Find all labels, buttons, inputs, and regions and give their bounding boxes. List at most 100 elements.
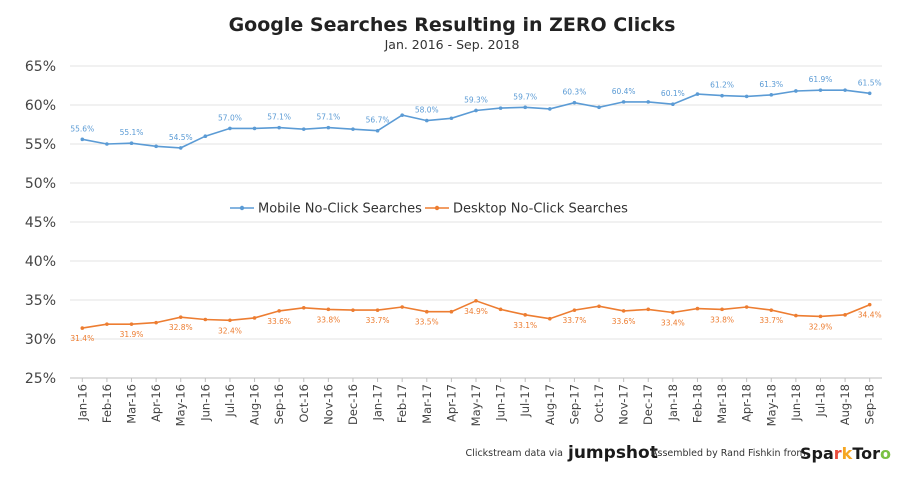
data-point (498, 307, 503, 312)
chart-title: Google Searches Resulting in ZERO Clicks (229, 14, 676, 36)
x-tick-label: Jul-16 (223, 384, 237, 418)
data-label: 60.3% (563, 88, 587, 97)
data-point (744, 94, 749, 99)
legend-label-mobile: Mobile No-Click Searches (258, 202, 422, 217)
data-label: 33.1% (513, 321, 537, 330)
legend: Mobile No-Click Searches Desktop No-Clic… (230, 202, 628, 217)
data-point (843, 313, 847, 317)
data-point (572, 308, 577, 312)
data-point (548, 316, 552, 321)
sparktoro-logo-part: o (880, 444, 891, 463)
x-tick-label: Apr-17 (444, 384, 458, 422)
y-tick-label: 35% (25, 293, 56, 309)
x-tick-label: Nov-17 (617, 384, 631, 425)
x-tick-label: May-17 (469, 384, 483, 426)
x-tick-label: May-18 (764, 384, 778, 426)
legend-item-desktop: Desktop No-Click Searches (425, 202, 628, 217)
data-point (424, 309, 429, 314)
data-point (794, 313, 798, 318)
data-point (400, 305, 404, 309)
x-tick-label: Oct-17 (592, 384, 606, 423)
x-tick-label: Jun-17 (494, 384, 508, 422)
x-tick-label: Sep-16 (272, 384, 286, 424)
data-point (80, 326, 85, 330)
data-label: 31.9% (120, 330, 144, 339)
data-point (646, 100, 651, 104)
data-point (769, 93, 774, 97)
data-point (695, 92, 700, 96)
x-tick-label: Dec-17 (641, 384, 655, 425)
y-tick-label: 40% (25, 254, 56, 270)
data-point (129, 141, 134, 146)
data-point (646, 307, 651, 312)
data-label: 34.4% (858, 311, 882, 320)
x-tick-label: Apr-16 (149, 384, 163, 422)
data-point (351, 127, 355, 131)
legend-label-desktop: Desktop No-Click Searches (453, 202, 628, 217)
legend-item-mobile: Mobile No-Click Searches (230, 202, 422, 217)
x-tick-label: Jul-17 (518, 384, 532, 418)
chart-subtitle: Jan. 2016 - Sep. 2018 (384, 37, 520, 52)
data-point (105, 322, 109, 326)
x-tick-label: Feb-18 (690, 384, 704, 423)
data-label: 54.5% (169, 133, 193, 142)
sparktoro-logo-part: k (842, 444, 853, 463)
data-point (424, 118, 429, 123)
data-label: 33.5% (415, 318, 439, 327)
data-point (80, 137, 85, 142)
data-point (523, 105, 528, 110)
data-label: 59.7% (513, 92, 537, 101)
data-point (129, 322, 134, 326)
data-point (228, 318, 232, 323)
sparktoro-logo-part: Tor (852, 444, 880, 463)
x-tick-label: Aug-17 (543, 384, 557, 425)
y-tick-label: 50% (25, 176, 56, 192)
y-tick-label: 60% (25, 98, 56, 114)
data-point (818, 314, 823, 319)
data-label: 57.1% (316, 113, 340, 122)
data-label: 55.1% (120, 128, 144, 137)
data-label: 33.6% (612, 317, 636, 326)
data-label: 33.6% (267, 317, 291, 326)
data-label: 57.0% (218, 113, 242, 122)
y-tick-label: 25% (25, 371, 56, 387)
x-tick-label: Aug-18 (838, 384, 852, 425)
credit-text: Assembled by Rand Fishkin from (651, 448, 806, 459)
data-label: 61.5% (858, 78, 882, 87)
sparktoro-logo-part: Spa (800, 444, 834, 463)
data-point (252, 126, 257, 131)
data-point (744, 305, 749, 309)
data-point (203, 317, 208, 322)
y-tick-label: 55% (25, 137, 56, 153)
x-tick-label: Nov-16 (321, 384, 335, 425)
data-point (867, 302, 872, 307)
data-label: 34.9% (464, 307, 488, 316)
y-tick-label: 45% (25, 215, 56, 231)
data-label: 33.8% (316, 315, 340, 324)
data-point (203, 134, 208, 138)
data-point (843, 88, 847, 92)
data-label: 32.9% (809, 322, 833, 331)
series-layer: 55.6% 55.1% 54.5% 57.0% 57.1% 57.1% 56.7% 58.0%… (70, 75, 881, 343)
x-tick-label: Aug-16 (248, 384, 262, 425)
legend-marker-mobile (239, 205, 245, 211)
data-point (252, 316, 257, 320)
data-label: 57.1% (267, 113, 291, 122)
data-label: 55.6% (70, 124, 94, 133)
data-point (178, 315, 183, 319)
data-label: 60.4% (612, 87, 636, 96)
x-tick-label: Jan-18 (666, 384, 680, 422)
x-tick-label: Dec-16 (346, 384, 360, 425)
data-point (400, 113, 404, 117)
legend-marker-desktop (434, 205, 440, 211)
data-point (474, 108, 478, 113)
data-point (621, 100, 626, 104)
data-point (671, 102, 675, 107)
jumpshot-logo: jumpshot (567, 443, 658, 463)
data-point (548, 107, 552, 111)
x-tick-label: Sep-18 (863, 384, 877, 424)
data-label: 31.4% (70, 334, 94, 343)
x-tick-label: Feb-17 (395, 384, 409, 423)
data-label: 33.7% (759, 316, 783, 325)
data-point (523, 313, 528, 317)
